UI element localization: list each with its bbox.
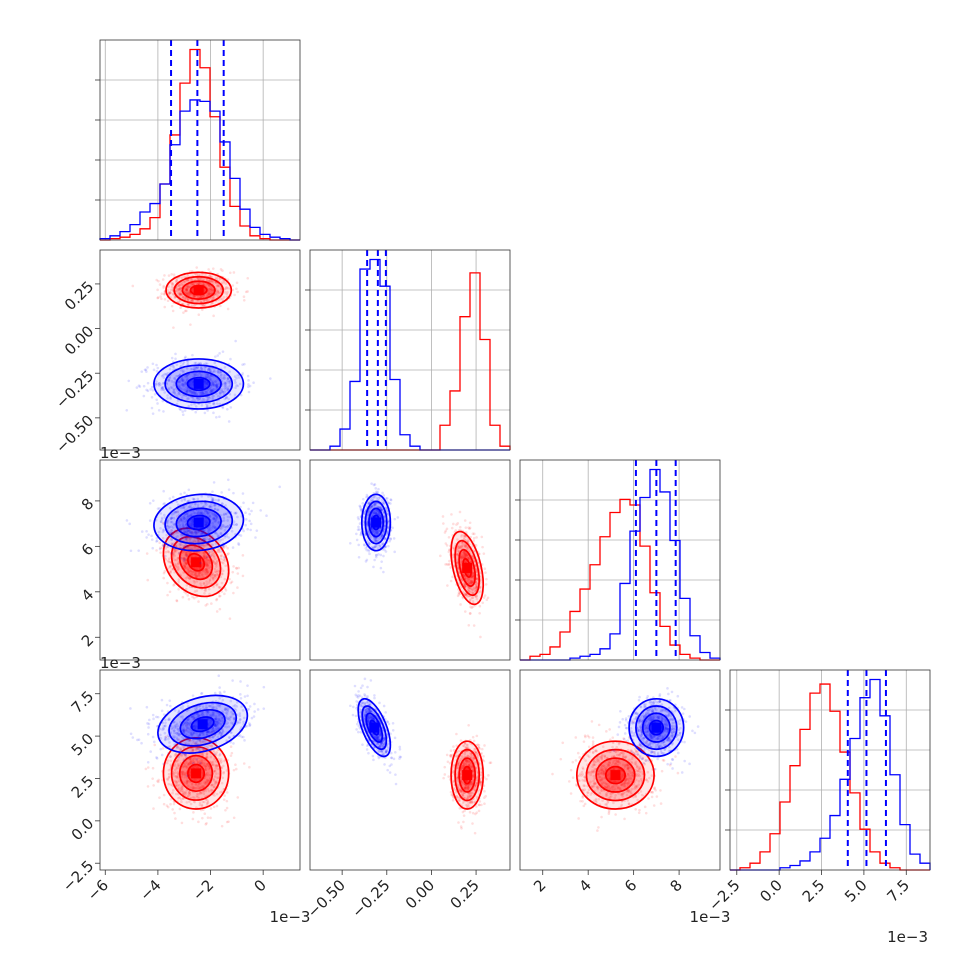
pair-panel-3-2 [551,687,700,832]
x-offset-label-0: 1e−3 [270,908,311,926]
y-tick-label-2-1: 4 [78,585,97,604]
pair-1-0-series_a-peak [193,378,204,389]
y-tick-label-1-3: 0.25 [61,278,97,314]
x-tick-label-3-3: 5.0 [841,876,871,906]
x-tick-label-2-3: 8 [666,876,685,895]
y-tick-label-2-2: 6 [78,540,97,559]
x-tick-label-1-2: 0.00 [402,876,438,912]
y-tick-label-1-1: −0.25 [52,367,97,412]
pair-3-2-series_a-peak [651,722,662,733]
pair-3-1-frame [309,669,511,871]
hist-panel-0 [95,40,300,241]
hist-0-frame [99,39,301,241]
pair-2-0-frame [99,459,301,661]
pair-2-1-series_a-peak [371,517,382,528]
x-tick-label-3-2: 2.5 [799,876,829,906]
y-tick-label-2-3: 8 [78,495,97,514]
pair-2-1-frame [309,459,511,661]
x-tick-label-0-3: 0 [251,876,270,895]
hist-0-series_a-line [99,99,300,241]
hist-3-series_b-line [730,683,930,871]
pair-1-0-frame [99,249,301,451]
pair-3-0-series_b-peak [191,768,202,779]
x-tick-label-1-0: −0.50 [304,876,349,921]
x-offset-label-2: 1e−3 [690,908,731,926]
pair-3-2-series_b-peak [610,770,621,781]
hist-1-frame [309,249,511,451]
x-tick-label-2-2: 6 [621,876,640,895]
y-tick-label-1-0: −0.50 [52,411,97,456]
pair-1-0-series_b-peak [193,285,204,296]
x-tick-label-1-1: −0.25 [348,876,393,921]
x-tick-label-3-1: 0.0 [756,876,786,906]
x-tick-label-2-0: 2 [530,876,549,895]
pair-3-0-series_a-peak [197,719,208,730]
x-offset-label-3: 1e−3 [887,928,928,946]
pair-2-1-series_b-peak [462,562,473,573]
hist-3-frame [729,669,931,871]
pair-3-1-series_a-peak [369,722,380,733]
hist-1-series_b-line [310,272,511,451]
pair-panel-3-1 [349,677,493,835]
x-tick-label-0-2: −2 [189,876,217,904]
x-tick-label-3-4: 7.5 [884,876,914,906]
hist-0-series_b-line [100,48,300,241]
pair-3-1-series_b-peak [462,770,473,781]
pair-2-0-series_a-peak [193,517,204,528]
x-tick-label-0-1: −4 [136,876,164,904]
hist-2-frame [519,459,721,661]
pair-panel-2-0 [125,478,281,620]
hist-2-series_a-line [520,468,721,661]
y-offset-label-3: 1e−3 [100,654,141,672]
y-tick-label-3-1: 0.0 [68,814,98,844]
y-tick-label-3-3: 5.0 [68,730,98,760]
pair-panel-1-0 [125,266,272,423]
y-offset-label-2: 1e−3 [100,444,141,462]
x-tick-label-2-1: 4 [576,876,595,895]
hist-2-series_b-line [520,498,720,661]
hist-panel-3 [725,670,931,871]
y-tick-label-3-2: 2.5 [68,772,98,802]
pair-panel-3-0 [129,674,266,828]
pair-3-0-frame [99,669,301,871]
y-tick-label-2-0: 2 [78,631,97,650]
hist-3-series_a-line [730,678,931,871]
pair-2-0-series_b-peak [191,557,202,568]
y-tick-label-1-2: 0.00 [61,322,97,358]
x-tick-label-1-3: 0.25 [447,876,483,912]
pair-3-2-frame [519,669,721,871]
pair-panel-2-1 [348,482,490,639]
hist-panel-2 [515,460,721,661]
x-tick-label-0-0: −6 [84,876,112,904]
y-tick-label-3-4: 7.5 [68,687,98,717]
hist-panel-1 [305,250,511,451]
